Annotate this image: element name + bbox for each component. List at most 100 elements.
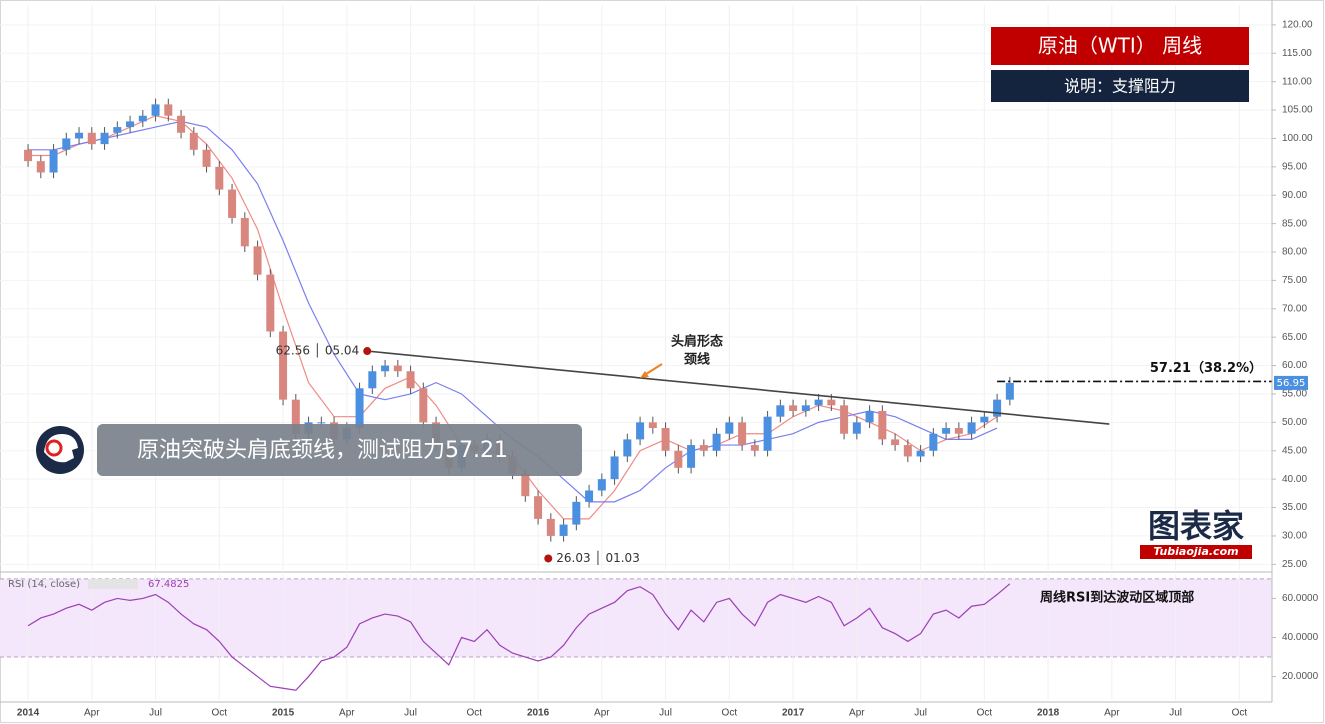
candle-body — [75, 132, 84, 139]
candle-body — [559, 524, 568, 536]
y-tick-label: 55.00 — [1282, 389, 1307, 400]
candle-body — [801, 405, 810, 412]
candle-body — [903, 445, 912, 457]
candle-body — [291, 399, 300, 434]
candle-body — [929, 433, 938, 451]
candle-body — [699, 445, 708, 451]
candle-body — [138, 115, 147, 122]
candle-body — [865, 411, 874, 423]
x-tick-label: Oct — [722, 708, 738, 719]
x-tick-label: Apr — [1104, 708, 1120, 719]
candle-body — [648, 422, 657, 429]
resistance-label: 57.21（38.2%） — [1150, 360, 1262, 376]
rsi-annotation: 周线RSI到达波动区域顶部 — [1040, 590, 1194, 606]
candle-body — [393, 365, 402, 372]
last-price-label: 56.95 — [1277, 378, 1306, 389]
candle-body — [852, 422, 861, 434]
candle-body — [406, 371, 415, 389]
candle-body — [623, 439, 632, 457]
candle-body — [840, 405, 849, 434]
pivot-label: 26.03 │ 01.03 — [556, 550, 640, 565]
candle-body — [597, 479, 606, 491]
candle-body — [763, 416, 772, 451]
x-tick-label: 2017 — [782, 708, 805, 719]
y-tick-label: 60.0000 — [1282, 593, 1319, 604]
candle-body — [750, 445, 759, 451]
x-tick-label: Oct — [467, 708, 483, 719]
candle-body — [738, 422, 747, 446]
x-tick-label: Apr — [84, 708, 100, 719]
candle-body — [253, 246, 262, 275]
candle-body — [546, 518, 555, 536]
y-tick-label: 90.00 — [1282, 190, 1307, 201]
candle-body — [240, 217, 249, 247]
rsi-band — [0, 578, 1272, 658]
candle-body — [126, 121, 135, 128]
logo-ear — [45, 439, 63, 457]
last-price-tag — [1274, 375, 1308, 390]
candle-body — [113, 127, 122, 133]
x-tick-label: 2016 — [527, 708, 550, 719]
candle-body — [189, 132, 198, 150]
candle-body — [355, 388, 364, 429]
y-tick-label: 75.00 — [1282, 275, 1307, 286]
candle-body — [916, 450, 925, 457]
y-tick-label: 100.00 — [1282, 133, 1313, 144]
x-tick-label: Jul — [404, 708, 417, 719]
candle-body — [674, 450, 683, 468]
y-tick-label: 115.00 — [1282, 48, 1312, 59]
rsi-value: 67.4825 — [148, 579, 189, 590]
candle-body — [62, 138, 71, 150]
candle-body — [878, 411, 887, 440]
y-tick-label: 40.0000 — [1282, 632, 1319, 643]
candle-body — [521, 473, 530, 497]
indicator-icons — [88, 579, 138, 589]
headline: 原油突破头肩底颈线，测试阻力57.21 — [137, 438, 508, 463]
chart-subtitle: 说明：支撑阻力 — [1064, 77, 1176, 96]
y-tick-label: 85.00 — [1282, 218, 1307, 229]
subtitle-box — [991, 70, 1249, 102]
candle-body — [814, 399, 823, 406]
y-tick-label: 35.00 — [1282, 502, 1307, 513]
candle-body — [585, 490, 594, 502]
candle-body — [36, 161, 45, 173]
y-tick-label: 65.00 — [1282, 332, 1307, 343]
neckline-label: 颈线 — [684, 352, 710, 368]
y-tick-label: 95.00 — [1282, 161, 1307, 172]
y-tick-label: 120.00 — [1282, 20, 1313, 31]
candle-body — [610, 456, 619, 480]
x-tick-label: Jul — [659, 708, 672, 719]
y-tick-label: 70.00 — [1282, 303, 1307, 314]
y-tick-label: 20.0000 — [1282, 671, 1319, 682]
candle-body — [266, 274, 275, 332]
x-tick-label: Apr — [849, 708, 865, 719]
x-tick-label: Apr — [339, 708, 355, 719]
candle-body — [725, 422, 734, 434]
candle-body — [202, 149, 211, 167]
candle-body — [687, 445, 696, 468]
headline-box — [97, 424, 582, 476]
candle-body — [87, 132, 96, 145]
candle-body — [534, 496, 543, 519]
watermark-bar — [1140, 545, 1252, 559]
neckline — [367, 350, 1110, 425]
y-tick-label: 25.00 — [1282, 559, 1307, 570]
candle-body — [661, 428, 670, 451]
candle-body — [381, 365, 390, 372]
candle-body — [419, 388, 428, 423]
y-tick-label: 105.00 — [1282, 105, 1313, 116]
candle-body — [789, 405, 798, 412]
y-tick-label: 60.00 — [1282, 360, 1307, 371]
y-tick-label: 110.00 — [1282, 76, 1312, 87]
title-box — [991, 27, 1249, 65]
x-tick-label: Oct — [212, 708, 228, 719]
candle-body — [177, 115, 186, 133]
x-tick-label: Oct — [1232, 708, 1248, 719]
y-tick-label: 80.00 — [1282, 247, 1307, 258]
rsi-line — [27, 583, 1011, 691]
x-tick-label: Oct — [977, 708, 993, 719]
candle-body — [100, 132, 109, 145]
watermark: 图表家 — [1148, 507, 1244, 545]
candle-body — [572, 501, 581, 525]
